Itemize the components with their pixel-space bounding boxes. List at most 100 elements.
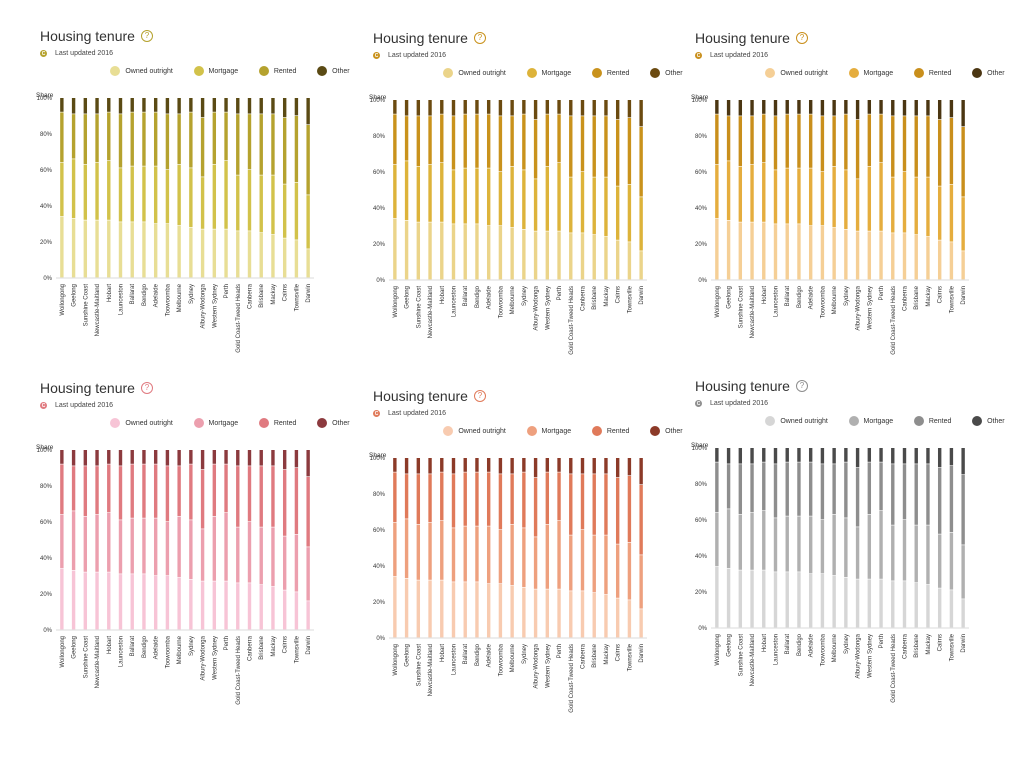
bar-segment[interactable] bbox=[750, 448, 754, 464]
bar-segment[interactable] bbox=[71, 466, 76, 511]
bar-segment[interactable] bbox=[773, 448, 778, 464]
bar-segment[interactable] bbox=[428, 580, 432, 638]
bar-segment[interactable] bbox=[510, 474, 514, 524]
bar-segment[interactable] bbox=[545, 100, 550, 114]
bar-segment[interactable] bbox=[212, 516, 217, 581]
bar-segment[interactable] bbox=[808, 462, 813, 516]
bar-segment[interactable] bbox=[404, 116, 409, 161]
bar-segment[interactable] bbox=[282, 184, 287, 238]
bar-segment[interactable] bbox=[404, 100, 409, 116]
bar-segment[interactable] bbox=[580, 100, 585, 116]
bar-segment[interactable] bbox=[545, 472, 550, 524]
bar-segment[interactable] bbox=[615, 186, 620, 240]
bar-segment[interactable] bbox=[271, 114, 275, 175]
bar-segment[interactable] bbox=[294, 240, 299, 278]
legend-item[interactable]: Owned outright bbox=[110, 418, 173, 428]
bar-segment[interactable] bbox=[844, 114, 848, 170]
bar-segment[interactable] bbox=[604, 458, 608, 474]
bar-segment[interactable] bbox=[247, 114, 252, 170]
bar-segment[interactable] bbox=[463, 582, 467, 638]
bar-segment[interactable] bbox=[153, 576, 158, 630]
bar-segment[interactable] bbox=[914, 525, 918, 583]
bar-segment[interactable] bbox=[773, 116, 778, 170]
bar-segment[interactable] bbox=[937, 119, 942, 186]
bar-segment[interactable] bbox=[393, 472, 397, 523]
bar-segment[interactable] bbox=[428, 522, 432, 580]
bar-segment[interactable] bbox=[773, 572, 778, 628]
bar-segment[interactable] bbox=[545, 166, 550, 231]
bar-segment[interactable] bbox=[867, 462, 872, 514]
bar-segment[interactable] bbox=[820, 100, 825, 116]
bar-segment[interactable] bbox=[224, 581, 228, 630]
bar-segment[interactable] bbox=[557, 114, 561, 163]
bar-segment[interactable] bbox=[785, 100, 789, 114]
bar-segment[interactable] bbox=[902, 116, 907, 172]
bar-segment[interactable] bbox=[236, 175, 240, 231]
bar-segment[interactable] bbox=[259, 175, 263, 233]
bar-segment[interactable] bbox=[416, 458, 421, 474]
bar-segment[interactable] bbox=[855, 119, 860, 179]
bar-segment[interactable] bbox=[726, 448, 731, 464]
bar-segment[interactable] bbox=[949, 118, 954, 184]
bar-segment[interactable] bbox=[486, 168, 491, 226]
bar-segment[interactable] bbox=[463, 168, 467, 224]
bar-segment[interactable] bbox=[212, 112, 217, 164]
legend-item[interactable]: Rented bbox=[258, 418, 296, 428]
bar-segment[interactable] bbox=[557, 589, 561, 638]
question-circle-icon[interactable]: ? bbox=[795, 380, 808, 392]
bar-segment[interactable] bbox=[118, 168, 123, 222]
bar-segment[interactable] bbox=[557, 472, 561, 521]
bar-segment[interactable] bbox=[259, 585, 263, 630]
bar-segment[interactable] bbox=[236, 98, 240, 114]
bar-segment[interactable] bbox=[832, 575, 836, 628]
bar-segment[interactable] bbox=[762, 462, 766, 511]
bar-segment[interactable] bbox=[306, 249, 310, 278]
legend-item[interactable]: Mortgage bbox=[848, 416, 893, 426]
bar-segment[interactable] bbox=[914, 583, 918, 628]
bar-segment[interactable] bbox=[416, 524, 421, 580]
bar-segment[interactable] bbox=[785, 462, 789, 516]
bar-segment[interactable] bbox=[463, 458, 467, 472]
bar-segment[interactable] bbox=[902, 464, 907, 520]
bar-segment[interactable] bbox=[797, 572, 801, 628]
bar-segment[interactable] bbox=[282, 117, 287, 184]
bar-segment[interactable] bbox=[762, 511, 766, 570]
bar-segment[interactable] bbox=[592, 177, 596, 235]
bar-segment[interactable] bbox=[428, 474, 432, 523]
bar-segment[interactable] bbox=[961, 599, 965, 628]
legend-item[interactable]: Mortgage bbox=[193, 66, 238, 76]
bar-segment[interactable] bbox=[949, 532, 954, 590]
bar-segment[interactable] bbox=[306, 477, 310, 547]
bar-segment[interactable] bbox=[259, 233, 263, 278]
bar-segment[interactable] bbox=[592, 100, 596, 116]
bar-segment[interactable] bbox=[510, 458, 514, 474]
bar-segment[interactable] bbox=[615, 119, 620, 186]
bar-segment[interactable] bbox=[522, 472, 526, 528]
bar-segment[interactable] bbox=[510, 166, 514, 228]
bar-segment[interactable] bbox=[785, 114, 789, 168]
bar-segment[interactable] bbox=[844, 518, 848, 577]
bar-segment[interactable] bbox=[533, 477, 538, 537]
bar-segment[interactable] bbox=[95, 98, 99, 114]
bar-segment[interactable] bbox=[83, 572, 88, 630]
bar-segment[interactable] bbox=[762, 100, 766, 114]
bar-segment[interactable] bbox=[914, 235, 918, 280]
bar-segment[interactable] bbox=[428, 116, 432, 165]
bar-segment[interactable] bbox=[393, 100, 397, 114]
bar-segment[interactable] bbox=[200, 98, 205, 118]
bar-segment[interactable] bbox=[604, 594, 608, 638]
bar-segment[interactable] bbox=[306, 125, 310, 195]
bar-segment[interactable] bbox=[937, 186, 942, 240]
bar-segment[interactable] bbox=[639, 197, 643, 251]
bar-segment[interactable] bbox=[715, 114, 719, 165]
bar-segment[interactable] bbox=[926, 116, 930, 177]
bar-segment[interactable] bbox=[580, 591, 585, 638]
bar-segment[interactable] bbox=[224, 98, 228, 112]
bar-segment[interactable] bbox=[200, 469, 205, 529]
bar-segment[interactable] bbox=[522, 100, 526, 114]
bar-segment[interactable] bbox=[510, 100, 514, 116]
legend-item[interactable]: Owned outright bbox=[765, 68, 828, 78]
bar-segment[interactable] bbox=[83, 516, 88, 572]
bar-segment[interactable] bbox=[416, 222, 421, 280]
bar-segment[interactable] bbox=[236, 583, 240, 630]
